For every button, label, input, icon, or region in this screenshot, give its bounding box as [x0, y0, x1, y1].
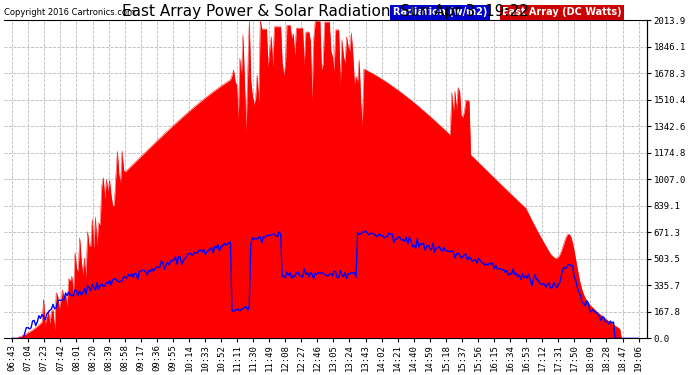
- Title: East Array Power & Solar Radiation  Sun Apr 3  19:22: East Array Power & Solar Radiation Sun A…: [122, 4, 529, 19]
- Text: East Array (DC Watts): East Array (DC Watts): [502, 7, 622, 17]
- Text: Copyright 2016 Cartronics.com: Copyright 2016 Cartronics.com: [4, 8, 135, 17]
- Text: Radiation (w/m2): Radiation (w/m2): [393, 7, 487, 17]
